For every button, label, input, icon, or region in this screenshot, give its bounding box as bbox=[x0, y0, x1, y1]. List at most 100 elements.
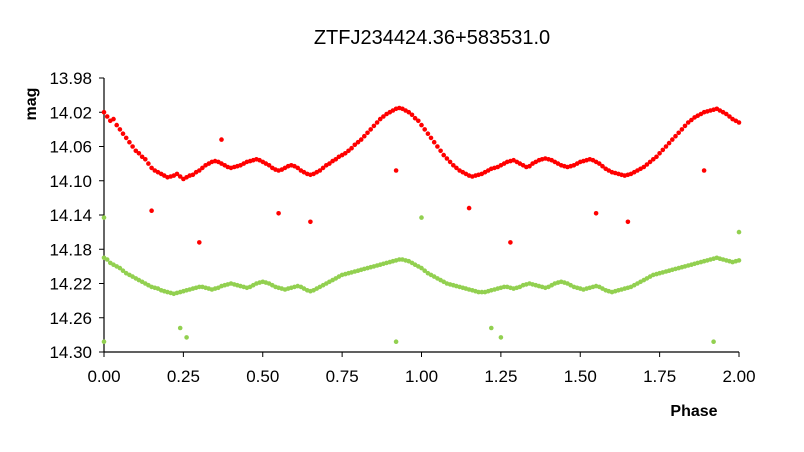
green-data-point bbox=[117, 265, 123, 271]
green-data-point bbox=[177, 325, 183, 331]
y-axis-label: mag bbox=[23, 88, 40, 121]
x-tick-label: 1.50 bbox=[564, 367, 597, 386]
red-data-point bbox=[451, 163, 456, 168]
red-data-point bbox=[454, 165, 459, 171]
red-data-point bbox=[346, 148, 351, 154]
green-data-point bbox=[419, 265, 424, 271]
red-data-point bbox=[425, 131, 431, 136]
red-data-point bbox=[625, 219, 631, 225]
red-data-point bbox=[104, 114, 110, 119]
y-tick-label: 14.18 bbox=[49, 240, 92, 259]
x-tick-label: 1.00 bbox=[405, 367, 438, 386]
y-tick-label: 14.06 bbox=[49, 138, 92, 157]
red-data-point bbox=[101, 109, 107, 115]
red-data-point bbox=[377, 116, 383, 122]
red-data-point bbox=[358, 137, 364, 142]
green-data-point bbox=[101, 215, 107, 220]
x-tick-label: 1.75 bbox=[643, 367, 676, 386]
red-data-point bbox=[139, 154, 145, 160]
x-axis-label: Phase bbox=[670, 403, 717, 420]
red-data-point bbox=[508, 240, 513, 245]
red-data-point bbox=[146, 161, 151, 166]
red-data-point bbox=[727, 114, 732, 119]
red-data-point bbox=[701, 168, 707, 173]
red-data-point bbox=[197, 168, 202, 173]
red-data-point bbox=[349, 145, 354, 151]
y-tick-label: 14.26 bbox=[49, 309, 92, 328]
red-data-point bbox=[365, 130, 370, 136]
green-data-point bbox=[419, 215, 424, 220]
red-data-point bbox=[136, 151, 142, 156]
red-data-point bbox=[685, 120, 691, 125]
red-data-point bbox=[724, 111, 729, 117]
red-data-point bbox=[647, 159, 653, 165]
red-data-point bbox=[666, 140, 672, 146]
x-tick-label: 0.25 bbox=[167, 367, 200, 386]
x-tick-label: 1.25 bbox=[484, 367, 517, 386]
x-tick-label: 0.50 bbox=[246, 367, 279, 386]
red-data-point bbox=[120, 131, 126, 136]
red-data-point bbox=[362, 133, 367, 139]
red-data-point bbox=[266, 163, 272, 168]
red-data-point bbox=[143, 157, 148, 162]
plot-area: 0.00 0.25 0.50 0.75 1.00 1.25 1.50 1.75 2.00 13.9… bbox=[49, 69, 755, 386]
green-data-point bbox=[120, 268, 126, 274]
x-tick-label: 0.75 bbox=[326, 367, 359, 386]
red-data-point bbox=[381, 114, 386, 119]
red-data-point bbox=[352, 142, 358, 148]
red-data-point bbox=[466, 205, 472, 211]
y-tick-label: 14.10 bbox=[49, 172, 92, 191]
red-data-point bbox=[374, 120, 380, 125]
red-data-point bbox=[670, 137, 675, 142]
red-data-point bbox=[441, 152, 447, 158]
green-data-point bbox=[104, 257, 110, 262]
red-data-point bbox=[130, 144, 135, 149]
red-data-point bbox=[428, 135, 434, 141]
red-data-point bbox=[444, 156, 450, 161]
y-tick-label: 14.14 bbox=[49, 206, 92, 225]
red-data-point bbox=[422, 127, 428, 132]
red-data-point bbox=[409, 112, 415, 118]
red-data-point bbox=[406, 109, 412, 115]
red-data-point bbox=[111, 116, 116, 122]
green-data-point bbox=[736, 258, 742, 263]
red-data-point bbox=[657, 151, 662, 156]
red-data-point bbox=[343, 151, 348, 156]
green-data-point bbox=[184, 335, 189, 340]
red-data-point bbox=[682, 123, 688, 129]
x-tick-label: 0.00 bbox=[87, 367, 120, 386]
red-data-point bbox=[308, 219, 313, 225]
green-data-point bbox=[476, 289, 481, 295]
red-data-point bbox=[317, 168, 323, 173]
red-data-point bbox=[435, 144, 440, 149]
red-data-point bbox=[527, 163, 532, 169]
red-data-point bbox=[663, 144, 669, 149]
green-data-point bbox=[498, 335, 504, 340]
red-data-point bbox=[597, 161, 602, 166]
red-data-point bbox=[431, 139, 437, 145]
red-data-point bbox=[393, 168, 399, 173]
red-data-point bbox=[117, 127, 123, 132]
green-data-point bbox=[422, 268, 428, 274]
red-data-point bbox=[368, 127, 374, 132]
red-data-point bbox=[197, 240, 202, 245]
red-data-point bbox=[174, 171, 180, 177]
x-tick-label: 2.00 bbox=[722, 367, 755, 386]
red-data-point bbox=[355, 139, 361, 145]
green-data-point bbox=[479, 289, 485, 295]
red-data-point bbox=[593, 211, 599, 216]
red-data-point bbox=[654, 154, 659, 160]
red-data-point bbox=[644, 162, 650, 167]
red-data-point bbox=[149, 165, 154, 171]
red-data-point bbox=[200, 165, 205, 171]
red-data-point bbox=[320, 165, 326, 171]
red-data-point bbox=[327, 161, 332, 166]
y-tick-label: 14.30 bbox=[49, 343, 92, 362]
red-data-point bbox=[679, 127, 685, 132]
red-data-point bbox=[114, 122, 119, 128]
red-data-point bbox=[641, 164, 647, 170]
y-tick-label: 13.98 bbox=[49, 69, 92, 88]
red-data-point bbox=[295, 165, 301, 171]
green-data-point bbox=[393, 339, 399, 345]
